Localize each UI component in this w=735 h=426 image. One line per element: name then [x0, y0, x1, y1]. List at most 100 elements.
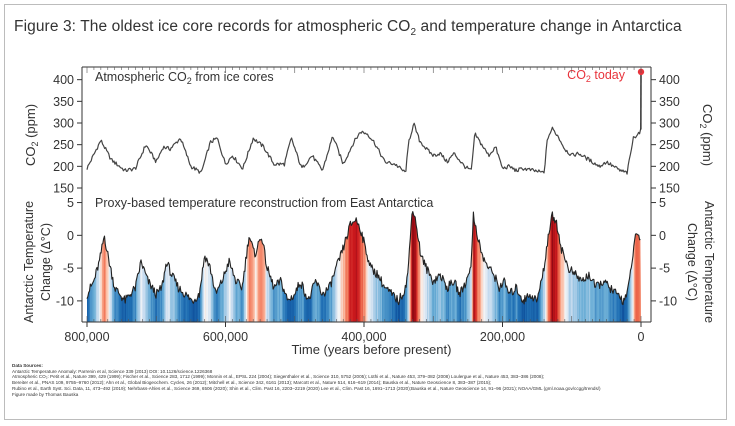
temperature-stripe — [637, 211, 640, 322]
co2-panel: 150 200 250 300 350 400 150 200 250 300 350 400 CO… — [23, 68, 715, 196]
temperature-stripe — [552, 211, 554, 322]
temperature-stripe — [357, 211, 359, 322]
temperature-stripe — [259, 211, 262, 322]
temperature-stripe — [100, 211, 102, 322]
temperature-stripe — [346, 211, 348, 322]
temperature-stripe — [358, 211, 360, 322]
temperature-tick-label: 5 — [67, 196, 74, 210]
temperature-stripe — [352, 211, 355, 322]
temperature-stripe — [365, 211, 367, 322]
temperature-stripe — [254, 211, 256, 322]
temperature-stripe — [98, 211, 100, 322]
temperature-right-ylabel: Antarctic TemperatureChange (Δ°C) — [685, 201, 716, 323]
temperature-stripe — [350, 211, 352, 322]
temperature-stripe — [478, 211, 480, 322]
source-line: Rubino et al., Earth Syst. Sci. Data, 11… — [12, 385, 601, 391]
temperature-tick-label: -5 — [63, 262, 74, 276]
temperature-stripe — [257, 211, 259, 322]
temperature-stripe — [632, 211, 634, 322]
temperature-stripe — [472, 211, 474, 322]
temperature-stripe — [337, 211, 339, 322]
temperature-stripe — [413, 211, 415, 322]
x-tick-label: 0 — [638, 330, 645, 344]
temperature-stripe — [249, 211, 251, 322]
temperature-stripe — [105, 211, 107, 322]
temperature-stripe — [423, 211, 425, 322]
temperature-stripe — [347, 211, 350, 322]
temperature-stripe — [360, 211, 362, 322]
temperature-stripe — [544, 211, 547, 322]
temperature-stripe — [355, 211, 357, 322]
temperature-left-axis: -10 -5 0 5 — [56, 196, 82, 308]
temperature-stripe — [261, 211, 263, 322]
temperature-stripe — [340, 211, 342, 322]
temperature-stripe — [256, 211, 258, 322]
temperature-stripe — [416, 211, 419, 322]
temperature-tick-label: 0 — [67, 229, 74, 243]
temperature-stripe — [337, 211, 340, 322]
temperature-stripe — [106, 211, 109, 322]
temperature-stripe — [362, 211, 365, 322]
co2-right-ylabel: CO2 (ppm) — [698, 104, 715, 166]
temperature-stripe — [207, 211, 209, 322]
temperature-stripe — [414, 211, 416, 322]
temperature-stripe — [561, 211, 563, 322]
temperature-stripe — [417, 211, 419, 322]
temperature-stripe — [411, 211, 413, 322]
temperature-stripe — [411, 211, 414, 322]
temperature-stripe — [251, 211, 253, 322]
temperature-stripe — [415, 211, 417, 322]
temperature-stripe — [258, 211, 260, 322]
temperature-stripe — [476, 211, 478, 322]
temperature-stripe — [345, 211, 347, 322]
temperature-stripe — [264, 211, 267, 322]
temperature-stripe — [362, 211, 364, 322]
temperature-stripe — [554, 211, 556, 322]
temperature-stripe — [254, 211, 257, 322]
temperature-stripe — [551, 211, 553, 322]
temperature-stripe — [353, 211, 355, 322]
temperature-stripe — [205, 211, 207, 322]
co2-tick-label: 150 — [53, 182, 74, 196]
co2-panel-title: Atmospheric CO2 from ice cores — [95, 70, 274, 86]
co2-tick-label: 400 — [659, 73, 680, 87]
temperature-stripe — [485, 211, 487, 322]
temperature-stripe — [545, 211, 547, 322]
temperature-stripe — [475, 211, 477, 322]
temperature-stripe — [356, 211, 358, 322]
co2-tick-label: 350 — [53, 95, 74, 109]
temperature-series-line — [86, 211, 641, 306]
temperature-stripe — [101, 211, 103, 322]
co2-tick-label: 250 — [53, 138, 74, 152]
temperature-stripe — [364, 211, 366, 322]
temperature-stripe — [566, 211, 568, 322]
temperature-tick-label: 5 — [659, 196, 666, 210]
data-sources: Data Sources: Antarctic Temperature Anom… — [12, 363, 712, 397]
co2-tick-label: 300 — [659, 117, 680, 131]
temperature-stripe — [349, 211, 351, 322]
temperature-stripe — [422, 211, 424, 322]
co2-tick-label: 200 — [53, 160, 74, 174]
temperature-stripe — [260, 211, 262, 322]
figure-title: Figure 3: The oldest ice core records fo… — [14, 18, 682, 39]
co2-tick-label: 250 — [659, 138, 680, 152]
temperature-stripe — [480, 211, 482, 322]
temperature-stripe — [352, 211, 354, 322]
temperature-stripe — [473, 211, 475, 322]
temperature-left-ylabel: Antarctic Temperature Change (Δ°C) — [22, 201, 53, 323]
temperature-stripe — [635, 211, 637, 322]
source-line: Antarctic Temperature Anomaly: Parrenin … — [12, 368, 213, 374]
temperature-stripe — [247, 211, 249, 322]
temperature-stripe — [559, 211, 562, 322]
temperature-tick-label: -10 — [659, 294, 677, 308]
temperature-stripe — [549, 211, 551, 322]
temperature-stripe — [357, 211, 360, 322]
temperature-stripe — [368, 211, 370, 322]
temperature-stripe — [475, 211, 478, 322]
temperature-stripe — [336, 211, 338, 322]
temperature-stripe — [555, 211, 557, 322]
temperature-stripe — [166, 211, 169, 322]
temperature-stripe — [477, 211, 479, 322]
co2-today-annotation: CO2 today — [567, 68, 626, 84]
